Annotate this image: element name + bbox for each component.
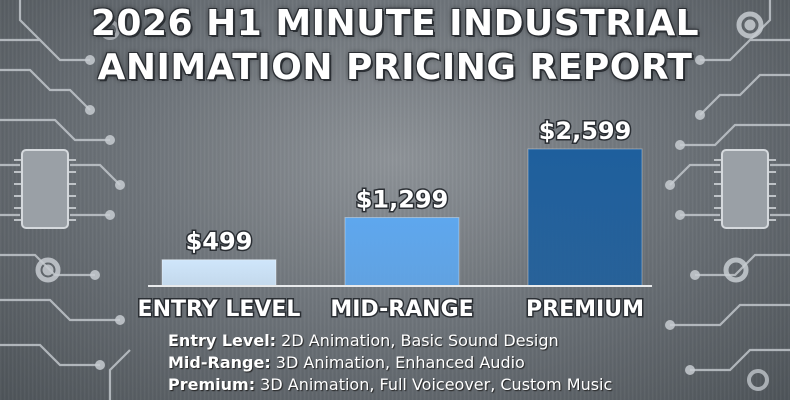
title-line-2: ANIMATION PRICING REPORT — [97, 47, 693, 88]
bar-value-label: $499 — [186, 228, 253, 256]
tier-note-label: Premium: — [168, 375, 256, 394]
tier-note-text: 3D Animation, Full Voiceover, Custom Mus… — [255, 375, 613, 394]
chip-icon — [721, 149, 769, 229]
gear-icon — [736, 11, 764, 39]
category-label: PREMIUM — [526, 297, 644, 322]
title-line-1: 2026 H1 MINUTE INDUSTRIAL — [90, 3, 700, 44]
gear-icon — [35, 257, 61, 283]
tier-note-mid: Mid-Range: 3D Animation, Enhanced Audio — [168, 352, 728, 374]
chip-icon — [21, 149, 69, 229]
tier-note-premium: Premium: 3D Animation, Full Voiceover, C… — [168, 374, 728, 396]
bar-value-label: $1,299 — [356, 186, 449, 214]
bar-mid-range — [344, 217, 460, 287]
category-label: MID-RANGE — [330, 297, 473, 322]
tier-note-entry: Entry Level: 2D Animation, Basic Sound D… — [168, 330, 728, 352]
circuit-board-decoration-right — [665, 0, 790, 391]
tier-note-text: 2D Animation, Basic Sound Design — [276, 331, 559, 350]
tier-note-label: Entry Level: — [168, 331, 277, 350]
tier-note-text: 3D Animation, Enhanced Audio — [270, 353, 525, 372]
bar-value-label: $2,599 — [539, 117, 632, 145]
bar-entry-level — [161, 259, 277, 287]
gear-icon — [100, 20, 120, 40]
bar-premium — [527, 148, 643, 287]
gear-icon — [723, 257, 749, 283]
page-title: 2026 H1 MINUTE INDUSTRIAL ANIMATION PRIC… — [0, 2, 790, 90]
tier-note-label: Mid-Range: — [168, 353, 271, 372]
gear-icon — [747, 369, 769, 391]
circuit-board-decoration-left — [0, 0, 131, 400]
category-label: ENTRY LEVEL — [138, 297, 301, 322]
tier-descriptions: Entry Level: 2D Animation, Basic Sound D… — [168, 330, 728, 396]
